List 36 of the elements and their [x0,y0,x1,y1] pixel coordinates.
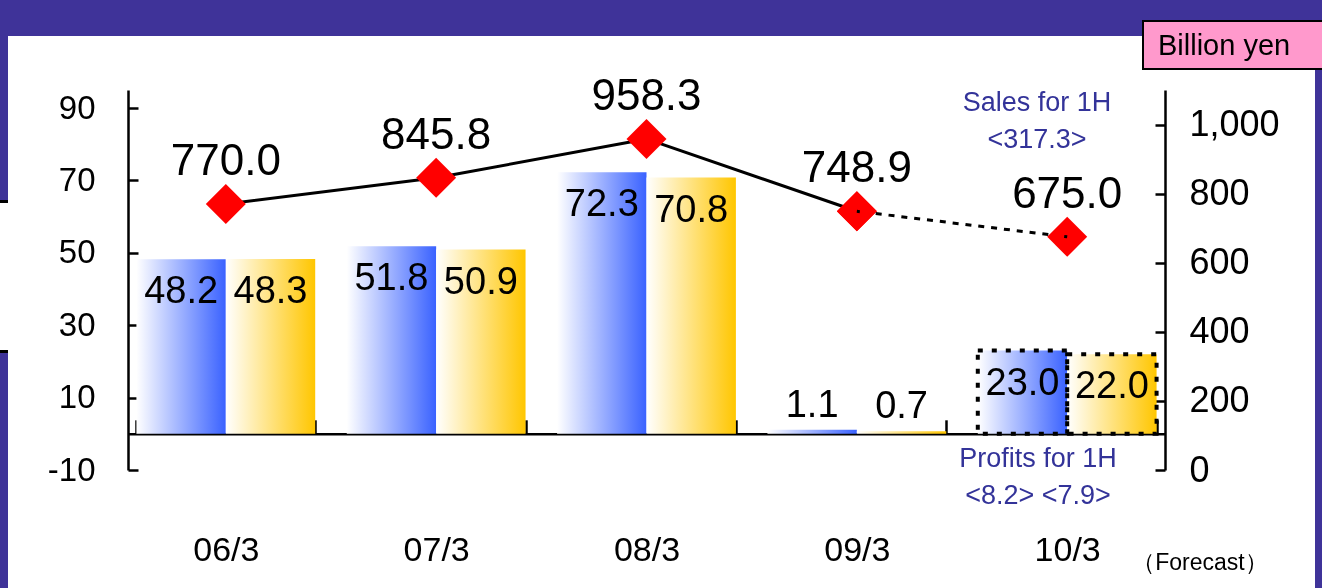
data-label: 958.3 [591,69,702,119]
text: （Forecast） [1132,549,1268,575]
data-label: 70.8 [654,187,729,230]
label-box: Billion yen [1142,20,1322,70]
y-tick-label: 10 [58,378,96,416]
data-label: 22.0 [1074,364,1149,407]
y2-tick-label: 600 [1189,241,1250,283]
y-tick-label: 30 [58,305,96,343]
data-label: 23.0 [985,360,1060,403]
x-tick-label: 10/3 [1034,530,1101,569]
data-label: 845.8 [381,108,492,158]
y2-tick-label: 200 [1189,379,1250,421]
x-tick-label: 09/3 [824,530,891,569]
y-tick-label: 50 [58,233,96,271]
y-tick-label: -10 [47,450,96,488]
data-label: 1.1 [785,382,839,425]
y2-tick-label: 800 [1189,172,1250,214]
data-label: 50.9 [443,259,518,302]
y2-tick-label: 400 [1189,310,1250,352]
data-label: 48.3 [233,269,308,312]
data-label: 770.0 [170,135,281,184]
x-tick-label: 06/3 [193,530,260,569]
x-tick-label: 07/3 [403,530,470,569]
y2-tick-label: 1,000 [1189,103,1280,145]
annotation: Profits for 1H <8.2> <7.9> [959,443,1117,510]
data-label: 51.8 [354,256,429,299]
data-label: 48.2 [144,269,219,312]
y-tick-label: 70 [58,160,96,198]
data-label: 0.7 [875,384,928,427]
x-tick-label: 08/3 [613,530,681,569]
y-tick-label: 90 [58,88,96,126]
data-label: 675.0 [1012,167,1123,217]
y2-tick-label: 0 [1189,448,1210,490]
data-label: 748.9 [801,142,912,192]
data-label: 72.3 [564,182,639,225]
annotation: Sales for 1H <317.3> [962,87,1112,154]
